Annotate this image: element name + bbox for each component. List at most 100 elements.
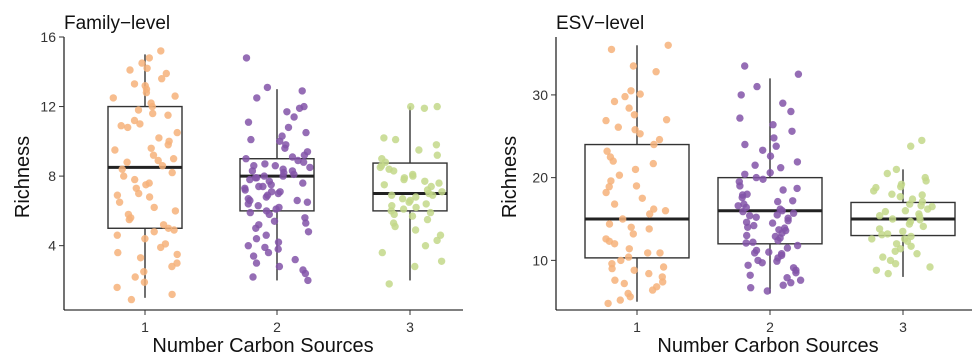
data-point: [611, 276, 619, 284]
data-point: [631, 126, 639, 134]
data-point: [784, 217, 792, 225]
data-point: [164, 141, 172, 149]
data-point: [164, 224, 173, 232]
data-point: [141, 235, 149, 243]
data-point: [409, 172, 417, 180]
data-point: [114, 248, 122, 257]
data-point: [138, 59, 146, 67]
data-point: [412, 203, 420, 212]
data-point: [769, 121, 777, 129]
data-point: [261, 243, 269, 252]
data-point: [919, 222, 927, 231]
data-point: [391, 135, 400, 144]
data-point: [884, 269, 892, 278]
data-point: [155, 134, 163, 142]
data-point: [916, 216, 924, 224]
data-point: [753, 82, 761, 91]
data-point: [378, 248, 386, 257]
data-point: [605, 183, 613, 191]
data-point: [284, 123, 293, 132]
data-point: [302, 219, 310, 227]
data-point: [130, 116, 139, 125]
data-point: [770, 134, 778, 142]
data-point: [875, 225, 884, 233]
data-point: [136, 120, 144, 128]
data-point: [917, 202, 925, 210]
data-point: [271, 162, 279, 170]
data-point: [736, 182, 744, 190]
data-point: [130, 80, 139, 88]
data-point: [140, 278, 149, 286]
data-point: [759, 146, 767, 154]
data-point: [264, 248, 273, 257]
data-point: [891, 260, 900, 268]
data-point: [111, 146, 119, 154]
data-point: [603, 147, 611, 155]
data-point: [435, 179, 443, 187]
data-point: [627, 223, 635, 231]
data-point: [607, 45, 616, 54]
data-point: [247, 135, 255, 144]
data-point: [661, 207, 670, 215]
data-point: [265, 210, 273, 219]
data-point: [796, 276, 805, 284]
data-point: [907, 142, 915, 150]
data-point: [244, 200, 252, 208]
data-point: [868, 235, 876, 243]
data-point: [423, 215, 432, 224]
data-point: [255, 182, 263, 191]
data-point: [752, 173, 760, 182]
data-point: [136, 254, 145, 262]
data-point: [749, 238, 757, 246]
data-point: [741, 140, 749, 149]
data-point: [290, 170, 298, 179]
data-point: [630, 111, 639, 119]
data-point: [924, 205, 932, 213]
data-point: [142, 88, 151, 97]
data-point: [646, 210, 654, 218]
data-point: [117, 122, 125, 130]
x-tick-label: 1: [633, 319, 641, 335]
data-point: [775, 226, 783, 234]
plot-area-family: [107, 47, 448, 304]
data-point: [158, 75, 166, 83]
data-point: [113, 231, 122, 239]
data-point: [262, 231, 270, 239]
data-point: [304, 228, 313, 236]
data-point: [648, 286, 657, 294]
data-point: [752, 213, 760, 221]
data-point: [168, 290, 176, 299]
x-tick-label: 3: [406, 319, 414, 335]
data-point: [605, 237, 613, 245]
data-point: [412, 193, 420, 201]
box-iqr: [372, 162, 448, 212]
data-point: [162, 69, 170, 78]
data-point: [158, 162, 167, 170]
data-point: [301, 269, 310, 278]
data-point: [918, 191, 926, 199]
family-level-panel: Family−level Richness Number Carbon Sour…: [12, 13, 463, 356]
data-point: [747, 284, 755, 292]
data-point: [253, 94, 261, 102]
data-point: [260, 172, 268, 180]
data-point: [604, 299, 612, 308]
data-point: [246, 208, 254, 217]
data-point: [154, 156, 162, 165]
data-point: [625, 245, 633, 253]
data-point: [614, 123, 622, 131]
data-point: [279, 172, 287, 180]
data-point: [135, 189, 143, 198]
data-point: [131, 175, 139, 184]
data-point: [609, 157, 617, 165]
data-point: [408, 212, 417, 220]
data-point: [241, 186, 249, 194]
data-point: [157, 47, 165, 55]
data-point: [888, 215, 897, 223]
data-point: [737, 91, 745, 99]
data-point: [171, 207, 180, 215]
y-tick-label: 10: [532, 252, 548, 268]
data-point: [248, 167, 257, 175]
data-point: [783, 244, 792, 252]
data-point: [142, 181, 150, 189]
